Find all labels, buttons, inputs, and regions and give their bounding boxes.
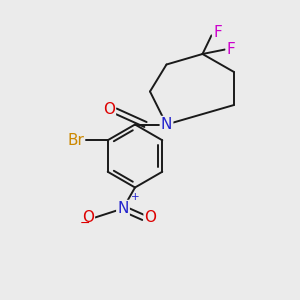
Text: O: O — [145, 210, 157, 225]
Text: −: − — [80, 217, 90, 230]
Text: N: N — [161, 117, 172, 132]
Text: O: O — [103, 102, 115, 117]
Text: F: F — [226, 42, 236, 57]
Text: F: F — [213, 25, 222, 40]
Text: O: O — [82, 210, 94, 225]
Text: +: + — [130, 192, 139, 202]
Text: Br: Br — [67, 133, 84, 148]
Text: N: N — [117, 201, 129, 216]
